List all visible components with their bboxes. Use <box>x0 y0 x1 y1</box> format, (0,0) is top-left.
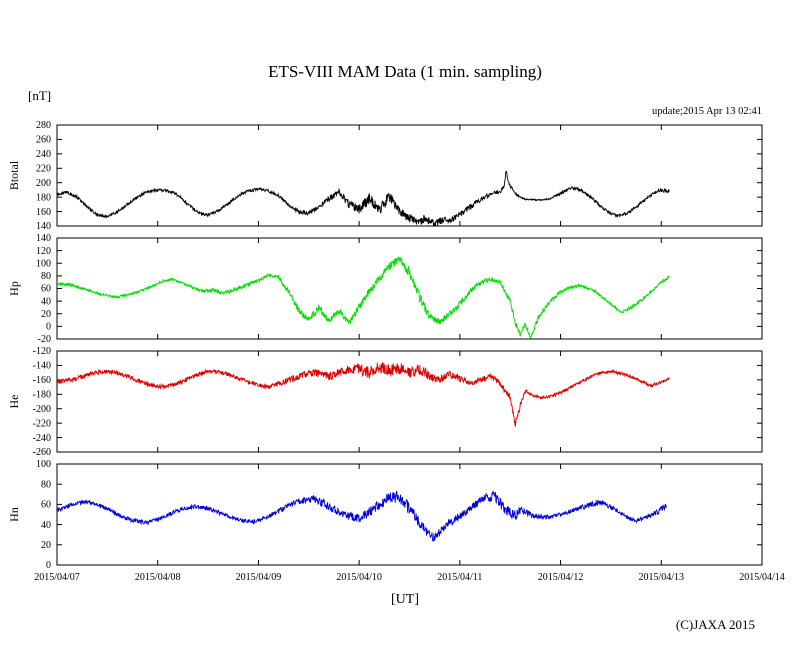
series-btotal <box>57 170 670 226</box>
x-tick-label: 2015/04/07 <box>34 572 80 583</box>
x-tick-label: 2015/04/13 <box>639 572 685 583</box>
update-timestamp: update;2015 Apr 13 02:41 <box>652 106 762 117</box>
chart-title: ETS-VIII MAM Data (1 min. sampling) <box>268 62 542 81</box>
x-tick-label: 2015/04/08 <box>135 572 181 583</box>
y-tick-label: 60 <box>41 284 51 295</box>
panel-he: -260 -240 -220 -200 -180 -160 -140 -120 He <box>7 346 763 458</box>
y-tick-label: 80 <box>41 479 51 490</box>
y-tick-label: 40 <box>41 520 51 531</box>
y-tick-label: 160 <box>36 207 51 218</box>
y-tick-label: 0 <box>46 322 51 333</box>
x-tick-label: 2015/04/10 <box>336 572 382 583</box>
y-tick-label: -260 <box>33 447 51 458</box>
y-tick-label: -180 <box>33 389 51 400</box>
panel-hn: 0 20 40 60 80 100 2015/04/07 2015/04/08 2015/04/… <box>7 459 785 583</box>
axis-frame-btotal <box>56 124 763 227</box>
y-tick-label: 240 <box>36 149 51 160</box>
y-tick-label: 260 <box>36 135 51 146</box>
axis-frame-he <box>56 350 763 453</box>
panel-ylabel-he: He <box>7 395 21 409</box>
y-tick-label: -120 <box>33 346 51 357</box>
y-tick-label: 180 <box>36 192 51 203</box>
panel-ylabel-btotal: Btotal <box>7 160 21 190</box>
y-tick-label: 100 <box>36 459 51 470</box>
y-tick-label: 20 <box>41 540 51 551</box>
y-unit-label: [nT] <box>28 88 52 103</box>
y-tick-label: 140 <box>36 233 51 244</box>
y-tick-label: -20 <box>38 334 51 345</box>
y-tick-label: 280 <box>36 120 51 131</box>
y-tick-label: 100 <box>36 258 51 269</box>
series-hn <box>57 490 667 542</box>
x-axis-label: [UT] <box>391 592 419 607</box>
axis-frame-hn <box>56 463 763 566</box>
panel-ylabel-hn: Hn <box>7 507 21 522</box>
y-tick-label: -240 <box>33 433 51 444</box>
series-he <box>57 362 670 427</box>
copyright-label: (C)JAXA 2015 <box>675 617 755 632</box>
x-tick-label: 2015/04/11 <box>437 572 482 583</box>
y-tick-label: 140 <box>36 221 51 232</box>
y-tick-label: -160 <box>33 375 51 386</box>
series-hp <box>57 256 670 339</box>
y-tick-label: 60 <box>41 500 51 511</box>
y-tick-label: 40 <box>41 296 51 307</box>
y-tick-label: 220 <box>36 163 51 174</box>
y-tick-label: 20 <box>41 309 51 320</box>
y-tick-label: 120 <box>36 246 51 257</box>
axis-frame-hp <box>56 237 763 340</box>
y-tick-label: -140 <box>33 361 51 372</box>
y-tick-label: 200 <box>36 178 51 189</box>
x-tick-label: 2015/04/12 <box>538 572 584 583</box>
y-tick-label: 0 <box>46 560 51 571</box>
panel-ylabel-hp: Hp <box>7 281 21 296</box>
y-tick-label: -200 <box>33 404 51 415</box>
panel-btotal: 140 160 180 200 220 240 260 280 Btotal <box>7 120 763 232</box>
x-tick-label: 2015/04/14 <box>739 572 785 583</box>
y-tick-label: -220 <box>33 418 51 429</box>
y-tick-label: 80 <box>41 271 51 282</box>
x-tick-label: 2015/04/09 <box>236 572 282 583</box>
